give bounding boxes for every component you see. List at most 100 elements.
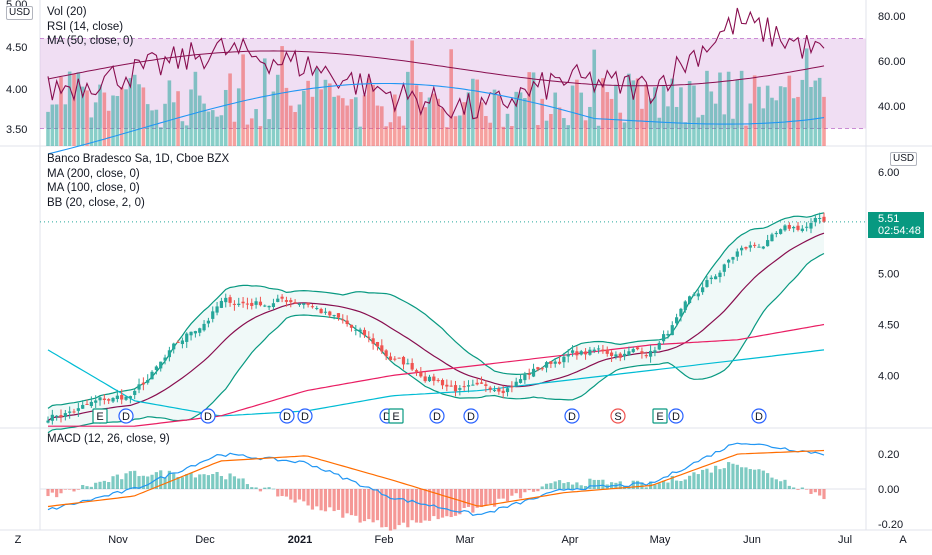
candle-body [744, 247, 748, 249]
volume-bar [384, 126, 388, 146]
macd-histogram-bar [800, 487, 804, 489]
volume-bar [50, 104, 55, 146]
candle-body [796, 225, 800, 230]
candle-body [111, 397, 115, 402]
legend-ma100[interactable]: MA (100, close, 0) [47, 182, 140, 194]
macd-histogram-bar [219, 476, 224, 489]
candle-body [68, 411, 72, 413]
candle-body [735, 251, 739, 257]
macd-histogram-bar [263, 487, 267, 489]
macd-histogram-bar [792, 487, 796, 489]
candle-body [627, 351, 631, 356]
candle-body [115, 395, 119, 400]
volume-bar [436, 98, 440, 146]
volume-bar [353, 97, 358, 146]
volume-bar [553, 92, 558, 146]
event-marker-label: D [568, 411, 576, 423]
volume-bar [501, 126, 505, 146]
volume-bar [167, 80, 172, 146]
macd-histogram-bar [531, 489, 536, 492]
volume-bar [523, 98, 527, 146]
candle-body [761, 246, 765, 249]
candle-body [553, 361, 557, 364]
volume-bar [640, 108, 644, 146]
log-scale-toggle[interactable]: Z [15, 534, 22, 546]
split-marker [610, 408, 626, 424]
volume-bar [193, 71, 198, 146]
macd-axis-tick: -0.20 [878, 519, 903, 531]
volume-bar [484, 116, 488, 146]
candle-body [55, 415, 59, 417]
volume-bar [527, 72, 532, 146]
candle-body [579, 351, 583, 355]
macd-histogram-bar [254, 487, 258, 489]
legend-symbol-title[interactable]: Banco Bradesco Sa, 1D, Cboe BZX [47, 153, 230, 165]
candle-body [81, 404, 85, 409]
candle-body [193, 331, 197, 334]
legend-ma200[interactable]: MA (200, close, 0) [47, 167, 140, 180]
candle-body [315, 308, 319, 310]
volume-bar [666, 106, 670, 146]
macd-histogram-bar [137, 476, 141, 489]
top-pane-legend: Vol (20) RSI (14, close) MA (50, close, … [47, 5, 133, 49]
volume-bar [275, 74, 280, 146]
macd-histogram-bar [675, 480, 679, 489]
volume-bar [202, 103, 206, 146]
volume-bar [783, 87, 787, 146]
candle-body [154, 366, 158, 370]
legend-macd[interactable]: MACD (12, 26, close, 9) [47, 433, 170, 445]
currency-badge-right[interactable]: USD [890, 152, 918, 166]
macd-histogram-bar [349, 489, 354, 516]
volume-bar [635, 78, 640, 146]
currency-badge-left[interactable]: USD [6, 6, 34, 20]
volume-bar [731, 118, 735, 146]
volume-bar [367, 78, 371, 146]
candle-body [336, 313, 341, 318]
volume-bar [739, 70, 744, 146]
candle-body [120, 395, 124, 400]
macd-histogram-bar [332, 489, 336, 512]
macd-histogram-bar [102, 480, 106, 489]
time-axis-label: 2021 [288, 534, 312, 546]
macd-histogram-bar [683, 479, 687, 489]
auto-scale-toggle[interactable]: A [899, 534, 907, 546]
legend-bb[interactable]: BB (20, close, 2, 0) [47, 196, 145, 209]
macd-histogram-bar [180, 477, 184, 489]
macd-histogram-bar [592, 479, 596, 489]
legend-ma50[interactable]: MA (50, close, 0) [47, 35, 134, 47]
macd-histogram-bar [198, 474, 202, 489]
macd-histogram-bar [414, 489, 419, 523]
macd-histogram-bar [588, 478, 592, 489]
macd-histogram-bar [310, 489, 315, 510]
candle-body [436, 379, 440, 381]
candle-body [718, 272, 722, 278]
macd-histogram-bar [445, 489, 449, 517]
macd-histogram-bar [466, 489, 471, 507]
macd-histogram-bar [544, 483, 549, 489]
legend-rsi[interactable]: RSI (14, close) [47, 20, 124, 33]
macd-histogram-bar [224, 479, 228, 489]
volume-bar [583, 120, 588, 146]
macd-histogram-bar [176, 477, 180, 489]
candle-body [688, 296, 692, 304]
legend-vol[interactable]: Vol (20) [47, 6, 87, 18]
macd-histogram-bar [328, 489, 332, 508]
candle-body [440, 379, 445, 386]
volume-bar [588, 106, 592, 146]
volume-bar [284, 87, 289, 146]
macd-histogram-bar [770, 477, 774, 489]
macd-histogram-bar [766, 473, 770, 489]
candle-body [263, 305, 267, 307]
macd-histogram-bar [302, 489, 306, 502]
volume-bar [813, 80, 818, 146]
macd-histogram-bar [761, 470, 765, 489]
volume-bar [319, 89, 323, 146]
macd-histogram-bar [72, 489, 76, 492]
volume-bar [197, 95, 202, 146]
candle-body [675, 317, 679, 324]
volume-bar [80, 86, 85, 146]
macd-histogram-bar [319, 489, 323, 511]
volume-bar [661, 85, 666, 146]
